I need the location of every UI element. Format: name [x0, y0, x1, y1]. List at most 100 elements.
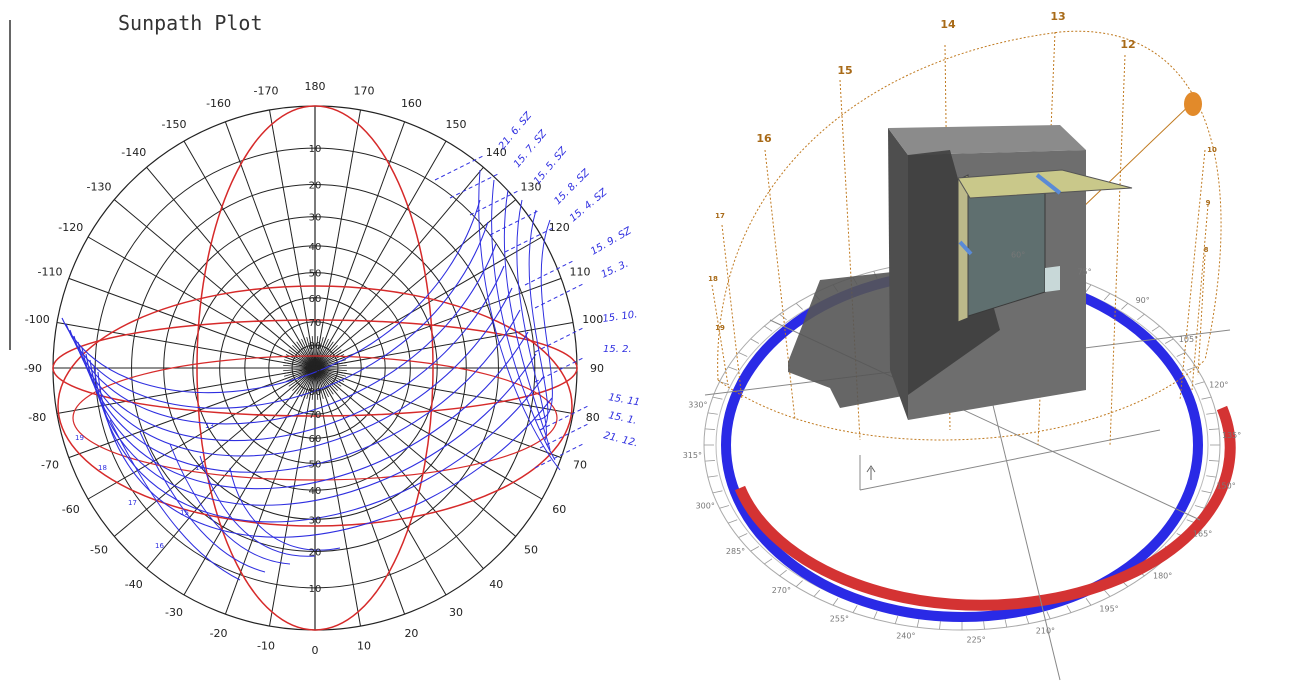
azimuth-label: -80	[28, 411, 46, 424]
sun-path-curve	[61, 199, 481, 394]
date-leader	[539, 422, 591, 449]
altitude-label: 20	[309, 547, 322, 558]
hour-line	[199, 455, 316, 557]
azimuth-line	[113, 199, 312, 366]
compass-label: 135°	[1222, 431, 1241, 440]
center-ray	[298, 340, 316, 369]
altitude-label: 90	[309, 364, 322, 375]
building-3d-view: 14 13 12 15 16 17 18 19 10 9 8 60° 75° 90° 105° 120° 13…	[683, 10, 1241, 681]
compass-tick	[1194, 505, 1205, 509]
center-ray	[314, 337, 327, 369]
hour-line	[109, 419, 241, 581]
hour-label: 19	[75, 434, 84, 442]
azimuth-line	[146, 371, 313, 570]
date-label: 21. 12.	[602, 430, 639, 449]
center-ray	[284, 356, 316, 369]
compass-tick	[1194, 381, 1205, 385]
azimuth-line	[224, 372, 314, 615]
compass-label: 105°	[1179, 335, 1198, 344]
hour-line	[139, 431, 266, 573]
center-ray	[314, 336, 321, 369]
hour-label: 18	[98, 464, 107, 472]
window-highlight	[1045, 266, 1060, 292]
center-ray	[314, 367, 324, 400]
compass-label: 270°	[772, 586, 791, 595]
compass-tick	[1206, 412, 1217, 415]
compass-tick	[728, 519, 738, 524]
center-ray	[314, 367, 321, 400]
compass-tick	[852, 605, 858, 613]
red-ellipse-low	[72, 355, 558, 481]
center-ray	[314, 367, 336, 393]
compass-tick	[1206, 475, 1217, 478]
dome-hour-label: 14	[940, 18, 956, 31]
azimuth-label: -50	[90, 543, 108, 556]
compass-tick	[1025, 615, 1030, 624]
hour-label: 16	[155, 542, 164, 550]
azimuth-label: 70	[573, 458, 587, 471]
compass-tick	[750, 546, 760, 552]
azimuth-label: 20	[404, 627, 418, 640]
center-ray	[309, 336, 316, 369]
azimuth-label: -110	[38, 266, 63, 279]
compass-tick	[1209, 460, 1220, 462]
equator-lines	[52, 105, 578, 631]
azimuth-label: 80	[586, 411, 600, 424]
altitude-label: 30	[309, 213, 322, 224]
azimuth-line	[224, 121, 314, 364]
compass-tick	[728, 366, 738, 371]
compass-tick	[939, 621, 941, 630]
azimuth-label: 180	[305, 80, 326, 93]
hour-line	[516, 199, 547, 441]
center-ray	[287, 367, 316, 385]
azimuth-line	[318, 236, 543, 367]
compass-tick	[1103, 293, 1111, 301]
compass-tick	[707, 475, 718, 478]
compass-label: 195°	[1099, 605, 1118, 614]
center-ray	[314, 367, 338, 391]
azimuth-line	[269, 372, 315, 627]
compass-label: 330°	[688, 400, 707, 409]
compass-tick	[894, 615, 899, 624]
sun-path-curve	[85, 331, 529, 490]
dome-hour-label: 18	[708, 275, 718, 283]
compass-label: 90°	[1136, 296, 1150, 305]
compass-tick	[795, 580, 803, 588]
azimuth-label: -90	[24, 362, 42, 375]
azimuth-label: 40	[489, 578, 503, 591]
azimuth-line	[319, 322, 574, 368]
azimuth-label: -40	[125, 578, 143, 591]
azimuth-label: -120	[58, 221, 83, 234]
azimuth-line	[319, 368, 574, 414]
center-ray	[314, 336, 324, 369]
compass-tick	[750, 338, 760, 344]
sun-ray	[1079, 99, 1196, 211]
azimuth-line	[269, 109, 315, 364]
date-label: 15. 10.	[602, 309, 638, 325]
dome-hour-label: 15	[837, 64, 852, 77]
center-ray	[284, 367, 316, 380]
hour-line	[169, 443, 291, 565]
compass-tick	[916, 619, 920, 628]
sunpath-plot: Sunpath Plot 180 170160150140130120110100…	[9, 11, 644, 657]
hour-line	[229, 467, 341, 551]
azimuth-line	[316, 372, 406, 615]
hour-label: 14	[195, 464, 204, 472]
hour-labels: 13 14 15 16 17 18 19	[75, 422, 214, 550]
sun-path-curve	[77, 287, 513, 457]
hour-line	[528, 209, 549, 431]
dome-hour-label: 9	[1206, 199, 1211, 207]
center-ray	[296, 367, 316, 395]
center-ray	[283, 359, 316, 369]
azimuth-labels: 180 1701601501401301201101009080706050403…	[24, 80, 604, 657]
sun-arc-red	[734, 405, 1236, 611]
azimuth-line	[318, 199, 517, 366]
dome-hour-label: 10	[1207, 146, 1217, 154]
center-ray	[314, 367, 347, 374]
center-ray	[288, 349, 316, 369]
azimuth-line	[318, 369, 543, 500]
date-label: 15. 5. SZ	[532, 145, 570, 187]
azimuth-line	[113, 370, 312, 537]
azimuth-label: 0	[312, 644, 319, 657]
center-ray	[314, 362, 347, 369]
